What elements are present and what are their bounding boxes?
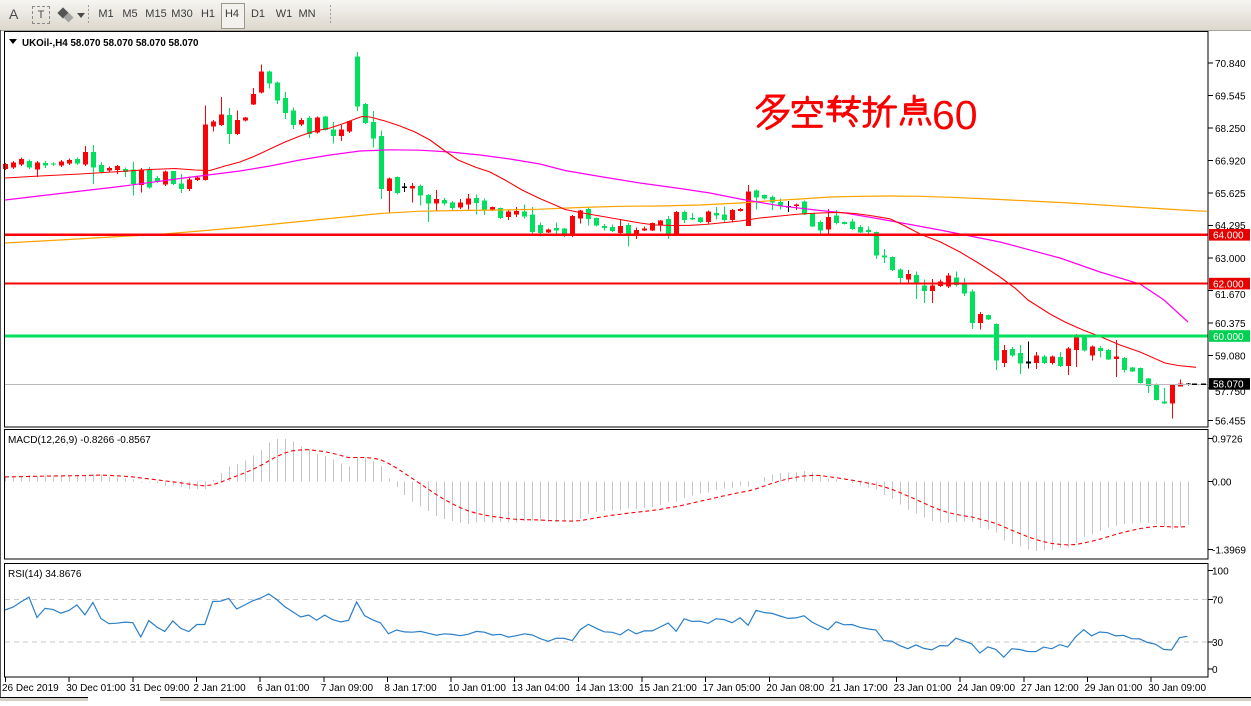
svg-text:0: 0 <box>1212 665 1218 676</box>
svg-text:2 Jan 21:00: 2 Jan 21:00 <box>193 683 246 694</box>
svg-text:60.000: 60.000 <box>1213 332 1244 343</box>
svg-text:60: 60 <box>932 92 978 138</box>
svg-text:15 Jan 21:00: 15 Jan 21:00 <box>639 683 697 694</box>
svg-text:23 Jan 01:00: 23 Jan 01:00 <box>894 683 952 694</box>
svg-text:70.840: 70.840 <box>1215 59 1246 70</box>
svg-text:58.070: 58.070 <box>1213 380 1244 391</box>
svg-text:64.295: 64.295 <box>1215 221 1246 232</box>
svg-text:64.000: 64.000 <box>1213 231 1244 242</box>
svg-text:57.750: 57.750 <box>1215 387 1246 398</box>
svg-text:-1.3969: -1.3969 <box>1212 545 1246 556</box>
svg-text:17 Jan 05:00: 17 Jan 05:00 <box>703 683 761 694</box>
svg-text:60.375: 60.375 <box>1215 319 1246 330</box>
svg-text:13 Jan 04:00: 13 Jan 04:00 <box>512 683 570 694</box>
svg-text:14 Jan 13:00: 14 Jan 13:00 <box>575 683 633 694</box>
svg-text:30: 30 <box>1212 638 1224 649</box>
svg-text:63.000: 63.000 <box>1215 254 1246 265</box>
svg-text:0.00: 0.00 <box>1212 477 1232 488</box>
svg-text:21 Jan 17:00: 21 Jan 17:00 <box>830 683 888 694</box>
svg-text:61.670: 61.670 <box>1215 290 1246 301</box>
svg-text:30 Dec 01:00: 30 Dec 01:00 <box>66 683 126 694</box>
svg-text:26 Dec 2019: 26 Dec 2019 <box>2 683 59 694</box>
svg-text:62.000: 62.000 <box>1213 279 1244 290</box>
svg-text:31 Dec 09:00: 31 Dec 09:00 <box>130 683 190 694</box>
svg-text:20 Jan 08:00: 20 Jan 08:00 <box>766 683 824 694</box>
svg-text:UKOil-,H4 58.070 58.070 58.07: UKOil-,H4 58.070 58.070 58.070 58.070 <box>22 38 199 49</box>
svg-text:56.455: 56.455 <box>1215 416 1246 427</box>
svg-text:27 Jan 12:00: 27 Jan 12:00 <box>1021 683 1079 694</box>
svg-text:8 Jan 17:00: 8 Jan 17:00 <box>384 683 437 694</box>
svg-text:6 Jan 01:00: 6 Jan 01:00 <box>257 683 310 694</box>
svg-text:100: 100 <box>1212 566 1229 577</box>
svg-text:65.625: 65.625 <box>1215 189 1246 200</box>
svg-text:MACD(12,26,9) -0.8266 -0.8567: MACD(12,26,9) -0.8266 -0.8567 <box>8 435 151 446</box>
svg-text:0.9726: 0.9726 <box>1212 434 1243 445</box>
svg-text:66.920: 66.920 <box>1215 156 1246 167</box>
svg-text:RSI(14) 34.8676: RSI(14) 34.8676 <box>8 569 82 580</box>
svg-text:59.080: 59.080 <box>1215 351 1246 362</box>
svg-text:24 Jan 09:00: 24 Jan 09:00 <box>957 683 1015 694</box>
svg-text:7 Jan 09:00: 7 Jan 09:00 <box>321 683 374 694</box>
svg-text:10 Jan 01:00: 10 Jan 01:00 <box>448 683 506 694</box>
svg-text:70: 70 <box>1212 595 1224 606</box>
svg-text:68.250: 68.250 <box>1215 124 1246 135</box>
svg-text:30 Jan 09:00: 30 Jan 09:00 <box>1148 683 1206 694</box>
svg-text:69.545: 69.545 <box>1215 91 1246 102</box>
svg-text:29 Jan 01:00: 29 Jan 01:00 <box>1085 683 1143 694</box>
